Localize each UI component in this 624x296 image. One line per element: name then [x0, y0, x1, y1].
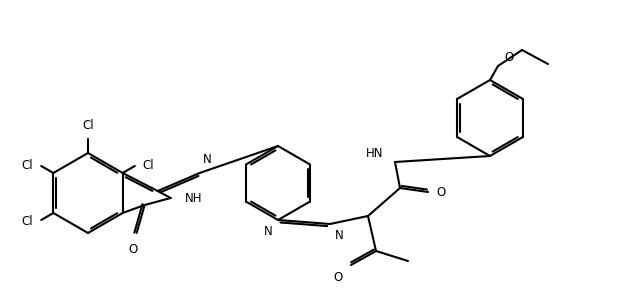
Text: Cl: Cl	[22, 215, 33, 228]
Text: NH: NH	[185, 192, 202, 205]
Text: O: O	[504, 51, 514, 64]
Text: O: O	[334, 271, 343, 284]
Text: Cl: Cl	[143, 158, 154, 171]
Text: N: N	[203, 153, 212, 166]
Text: N: N	[264, 225, 273, 238]
Text: O: O	[128, 243, 137, 256]
Text: Cl: Cl	[22, 158, 33, 171]
Text: Cl: Cl	[82, 119, 94, 132]
Text: O: O	[436, 186, 446, 199]
Text: HN: HN	[366, 147, 383, 160]
Text: N: N	[335, 229, 344, 242]
